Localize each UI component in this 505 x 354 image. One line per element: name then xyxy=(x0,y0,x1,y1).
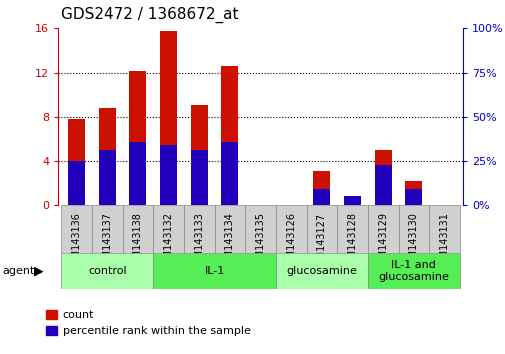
Bar xyxy=(343,196,360,205)
Bar xyxy=(68,119,85,205)
Text: GSM143134: GSM143134 xyxy=(225,212,234,272)
Text: GSM143135: GSM143135 xyxy=(255,212,265,272)
FancyBboxPatch shape xyxy=(367,205,398,253)
Bar xyxy=(98,108,116,205)
FancyBboxPatch shape xyxy=(275,205,306,253)
Bar xyxy=(343,201,360,205)
FancyBboxPatch shape xyxy=(61,253,153,289)
FancyBboxPatch shape xyxy=(183,205,214,253)
FancyBboxPatch shape xyxy=(92,205,122,253)
Bar xyxy=(129,142,146,205)
FancyBboxPatch shape xyxy=(275,253,367,289)
Text: agent: agent xyxy=(3,266,35,276)
Text: GSM143132: GSM143132 xyxy=(163,212,173,272)
FancyBboxPatch shape xyxy=(61,205,92,253)
Bar xyxy=(68,161,85,205)
FancyBboxPatch shape xyxy=(153,205,183,253)
Text: GSM143126: GSM143126 xyxy=(286,212,295,272)
Bar xyxy=(129,72,146,205)
Bar xyxy=(374,150,391,205)
Bar xyxy=(405,189,422,205)
Text: GSM143136: GSM143136 xyxy=(71,212,81,272)
Text: ▶: ▶ xyxy=(34,264,44,277)
Bar xyxy=(313,171,330,205)
Text: IL-1: IL-1 xyxy=(204,266,224,276)
FancyBboxPatch shape xyxy=(367,253,459,289)
FancyBboxPatch shape xyxy=(153,253,275,289)
Bar xyxy=(160,30,177,205)
Text: glucosamine: glucosamine xyxy=(286,266,357,276)
Text: GSM143127: GSM143127 xyxy=(316,212,326,272)
Bar xyxy=(221,66,238,205)
FancyBboxPatch shape xyxy=(214,205,245,253)
FancyBboxPatch shape xyxy=(337,205,367,253)
Legend: count, percentile rank within the sample: count, percentile rank within the sample xyxy=(46,310,250,336)
Bar xyxy=(221,142,238,205)
Bar xyxy=(98,150,116,205)
Bar xyxy=(374,165,391,205)
Text: GSM143138: GSM143138 xyxy=(133,212,142,272)
FancyBboxPatch shape xyxy=(398,205,428,253)
FancyBboxPatch shape xyxy=(428,205,459,253)
Bar xyxy=(190,150,207,205)
Bar xyxy=(313,189,330,205)
FancyBboxPatch shape xyxy=(122,205,153,253)
Text: GSM143129: GSM143129 xyxy=(378,212,387,272)
Text: control: control xyxy=(88,266,126,276)
Text: GSM143128: GSM143128 xyxy=(347,212,357,272)
Text: GSM143130: GSM143130 xyxy=(408,212,418,272)
Text: GDS2472 / 1368672_at: GDS2472 / 1368672_at xyxy=(61,7,238,23)
Text: GSM143131: GSM143131 xyxy=(439,212,449,272)
Text: IL-1 and
glucosamine: IL-1 and glucosamine xyxy=(378,260,448,282)
FancyBboxPatch shape xyxy=(245,205,275,253)
Bar xyxy=(160,145,177,205)
Text: GSM143137: GSM143137 xyxy=(102,212,112,272)
FancyBboxPatch shape xyxy=(306,205,337,253)
Text: GSM143133: GSM143133 xyxy=(194,212,204,272)
Bar xyxy=(190,105,207,205)
Bar xyxy=(405,181,422,205)
